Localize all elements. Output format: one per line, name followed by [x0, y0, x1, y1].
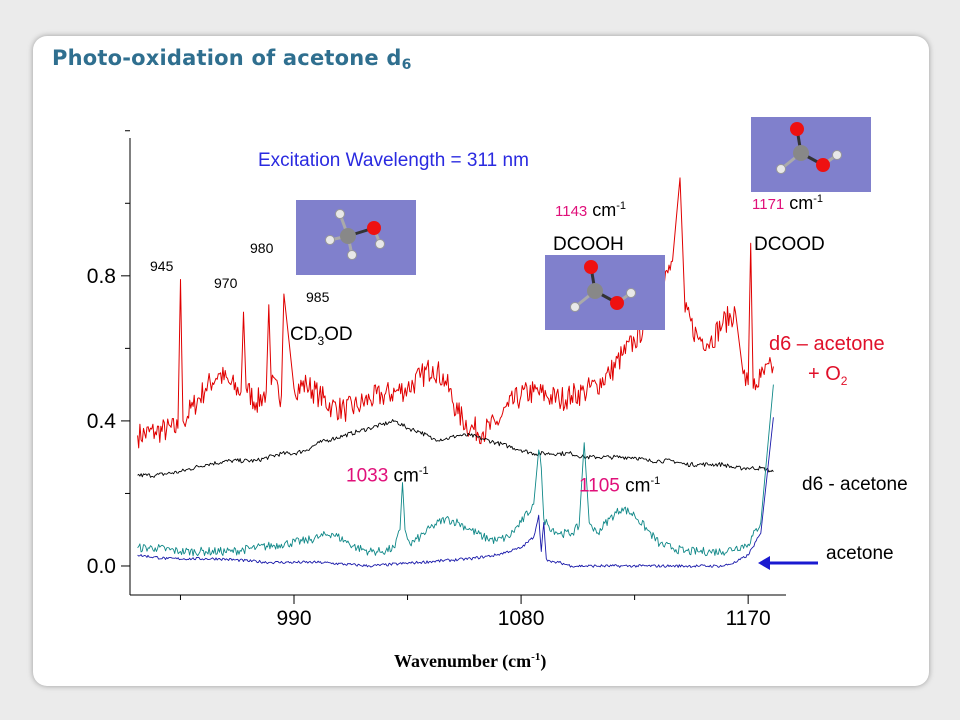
y-tick-label: 0.4	[87, 410, 117, 433]
dcooh-sup: -1	[616, 200, 627, 212]
cd3od-tail: OD	[324, 324, 353, 345]
dcooh-num: 1143	[555, 203, 588, 220]
peak-1033-unit: cm	[388, 465, 419, 487]
peak-label-985: 985	[306, 289, 330, 305]
peak-1033-sup: -1	[418, 465, 429, 477]
x-axis-label: Wavenumber (cm-1)	[394, 651, 546, 672]
cd3od-label: CD3OD	[290, 324, 353, 348]
y-tick-label: 0.8	[87, 265, 116, 288]
x-tick-label: 1170	[726, 607, 771, 630]
methanol-molecule-image	[296, 200, 416, 275]
slide-title: Photo-oxidation of acetone d6	[52, 46, 412, 73]
series-line-acetone	[137, 384, 774, 557]
formic-acid-molecule-image	[545, 255, 665, 330]
cd3od-sub: 3	[317, 333, 325, 348]
series-label-d6-acetone-o2: d6 – acetone	[769, 333, 885, 355]
series-label-o2-main: + O	[808, 363, 841, 385]
series-line-d6-acetone	[137, 419, 774, 478]
molecule-model-icon	[570, 260, 636, 312]
peak-1105-num: 1105	[579, 475, 620, 497]
dcood-molecule-image	[751, 117, 871, 192]
x-tick-label: 1080	[498, 607, 545, 630]
x-tick-label: 990	[276, 607, 311, 630]
dcood-sup: -1	[813, 193, 824, 205]
dcood-label: DCOOD	[754, 234, 825, 255]
cd3od-main: CD	[290, 324, 318, 345]
arrow-left-icon	[758, 556, 818, 570]
dcooh-label: DCOOH	[553, 234, 624, 255]
molecule-model-icon	[776, 122, 842, 174]
series-line-blue-baseline	[137, 417, 774, 568]
dcood-num: 1171	[752, 196, 785, 213]
series-label-o2: + O2	[808, 363, 847, 388]
series-label-o2-sub: 2	[840, 374, 848, 388]
peak-label-945: 945	[150, 258, 174, 274]
molecule-model-icon	[325, 209, 385, 260]
slide-title-subscript: 6	[401, 57, 412, 73]
excitation-label: Excitation Wavelength = 311 nm	[258, 150, 529, 171]
dcooh-wavenumber-label: 1143 cm-1	[555, 200, 626, 221]
x-axis-label-sup: -1	[531, 651, 541, 663]
peak-1033-label: 1033 cm-1	[346, 465, 429, 487]
series-label-acetone: acetone	[826, 543, 894, 564]
chart-axes	[121, 130, 786, 604]
x-axis-label-tail: )	[540, 651, 547, 671]
dcooh-unit: cm	[587, 200, 617, 220]
chart-tick-labels: 990 1080 1170 0.0 0.4 0.8	[87, 265, 771, 630]
y-tick-label: 0.0	[87, 555, 116, 578]
x-axis-label-main: Wavenumber (cm	[394, 651, 532, 671]
chart-traces	[137, 177, 774, 568]
series-line-d6-acetone-o2	[137, 177, 774, 449]
peak-1105-label: 1105 cm-1	[579, 475, 660, 497]
dcood-unit: cm	[784, 193, 814, 213]
peak-1105-unit: cm	[619, 475, 651, 497]
peak-1033-num: 1033	[346, 465, 389, 487]
series-label-d6-acetone: d6 - acetone	[802, 474, 908, 495]
peak-label-980: 980	[250, 240, 274, 256]
peak-label-970: 970	[214, 275, 238, 291]
slide-title-main: Photo-oxidation of acetone d	[52, 46, 402, 70]
dcood-wavenumber-label: 1171 cm-1	[752, 193, 823, 214]
peak-1105-sup: -1	[650, 475, 661, 487]
